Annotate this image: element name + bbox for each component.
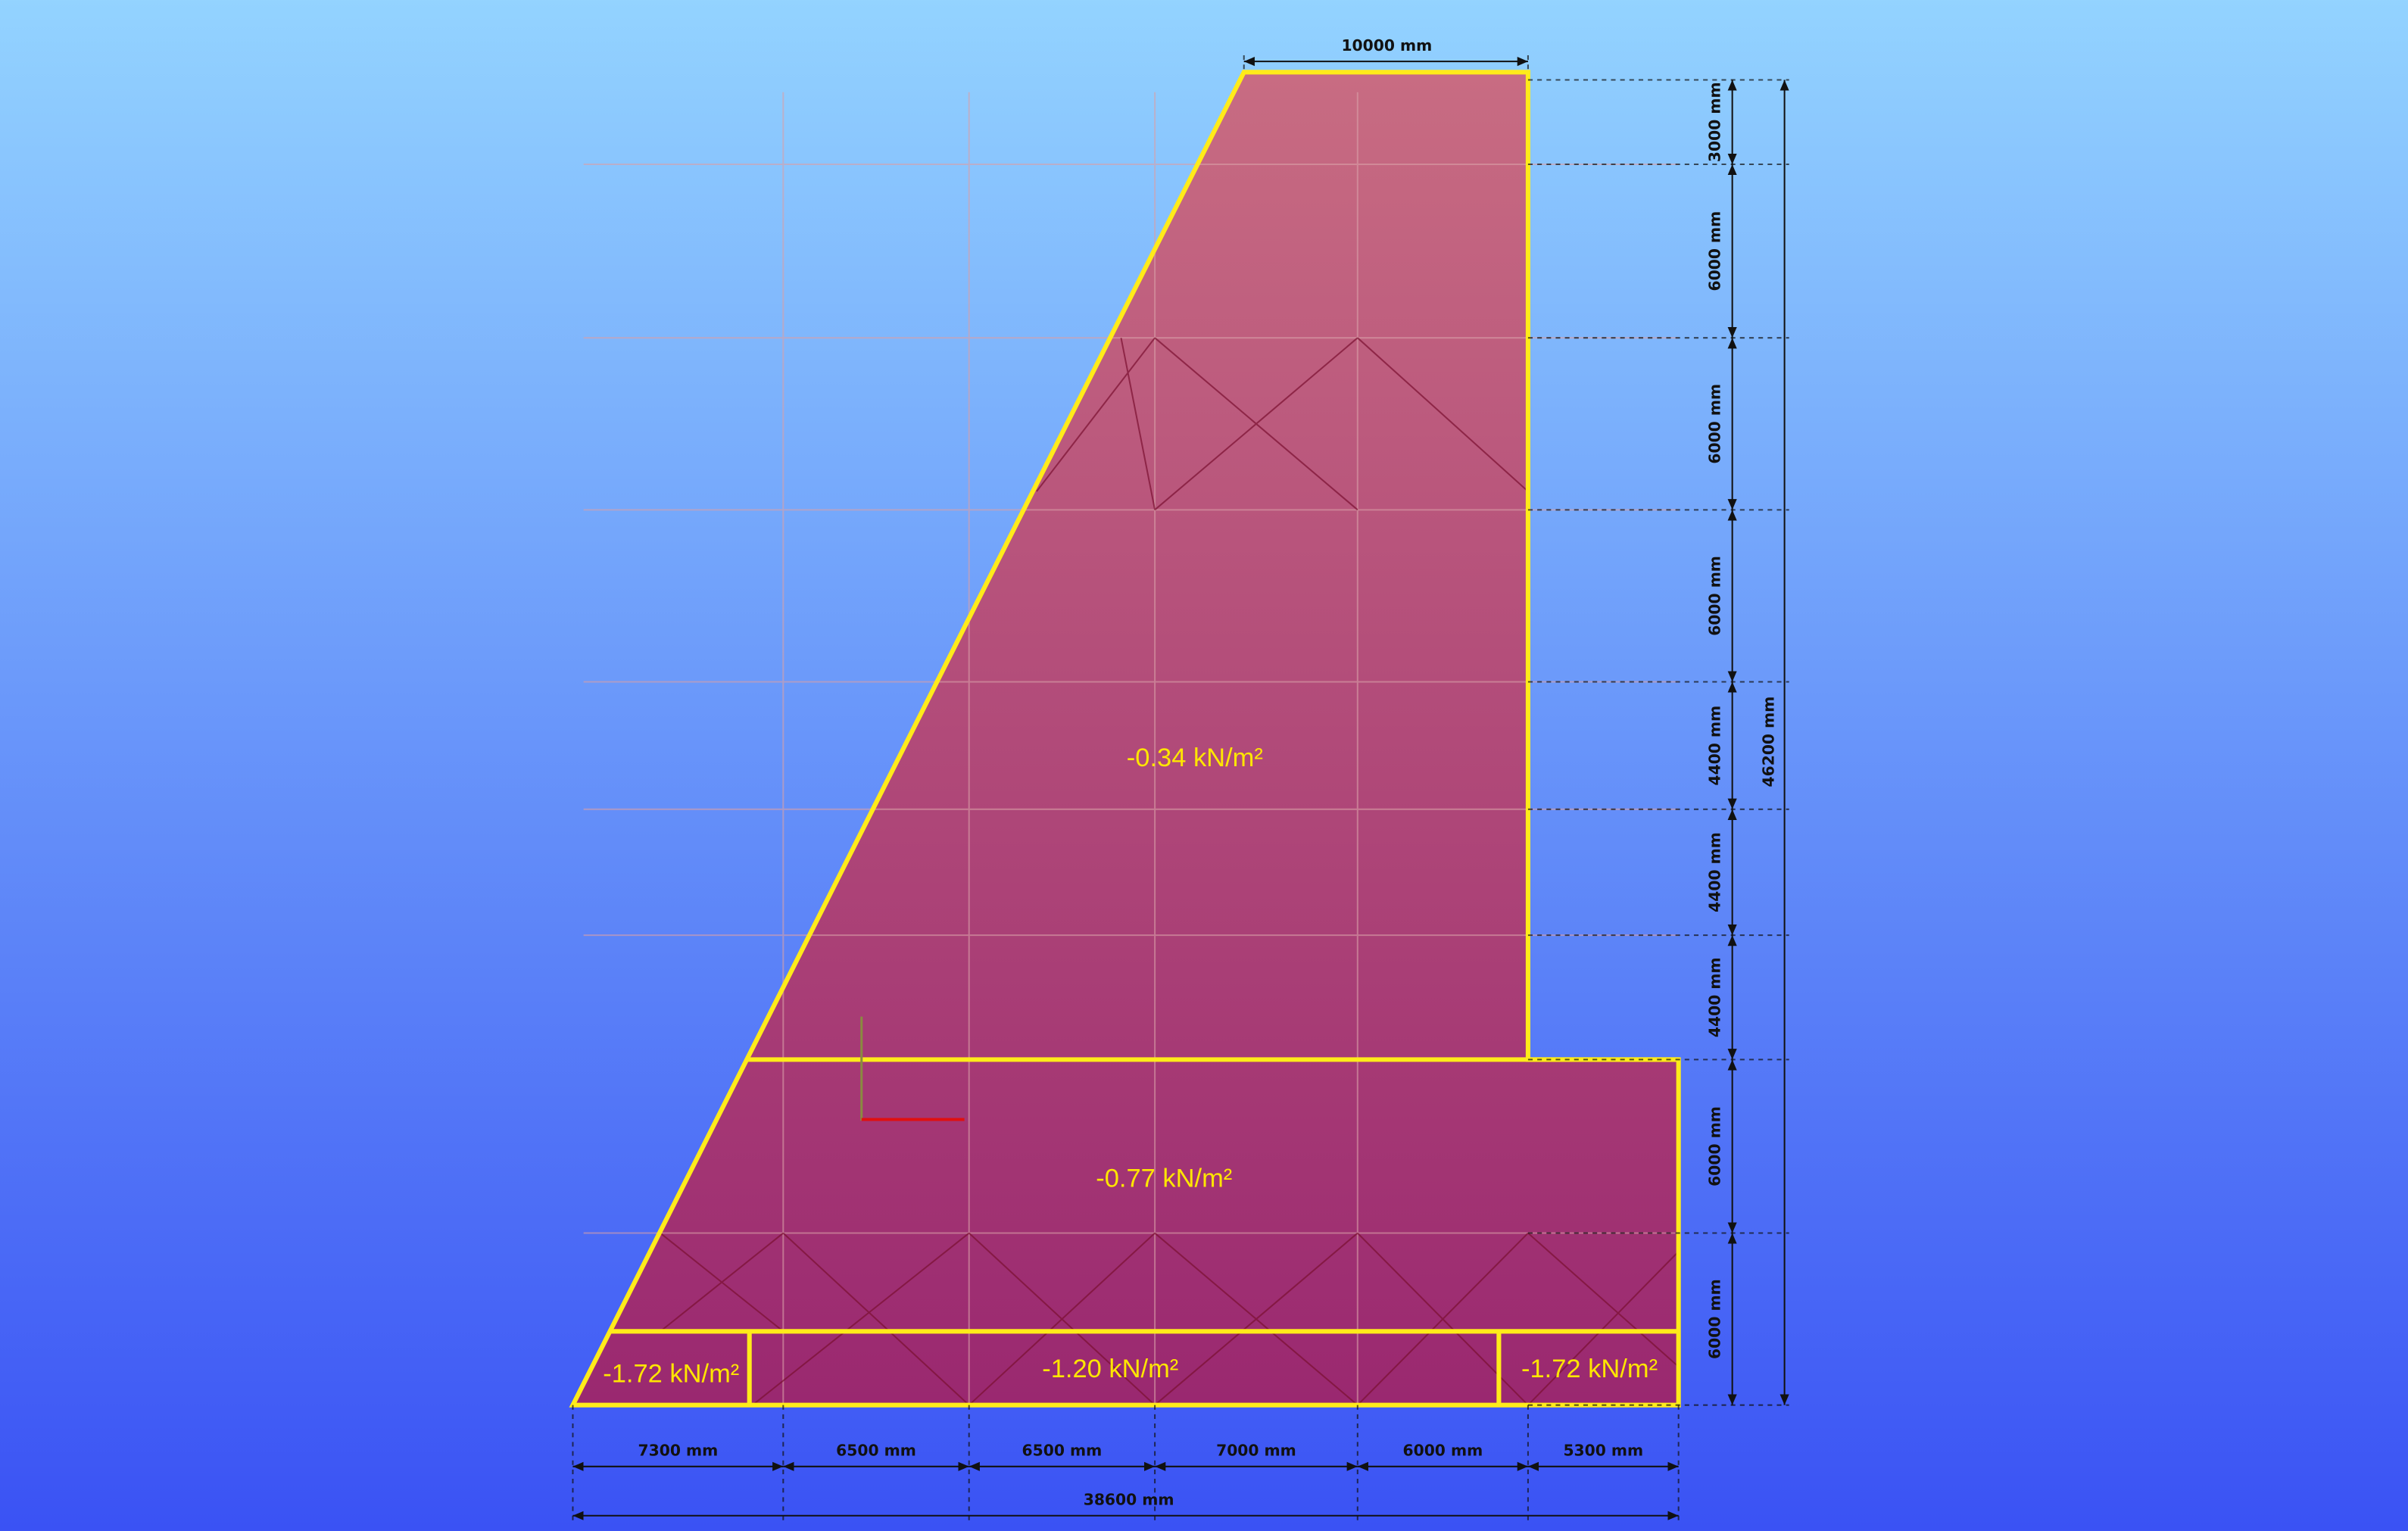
dimension-label: 6500 mm xyxy=(1022,1442,1103,1460)
load-label: -0.77 kN/m² xyxy=(1096,1165,1232,1193)
dimension-label: 6000 mm xyxy=(1705,1279,1723,1359)
dimension-label: 4400 mm xyxy=(1705,957,1723,1037)
load-label: -0.34 kN/m² xyxy=(1127,744,1263,772)
load-label: -1.72 kN/m² xyxy=(1521,1355,1658,1383)
dimension-label: 6000 mm xyxy=(1705,384,1723,464)
bracing xyxy=(660,337,1680,1406)
dimensions xyxy=(572,55,1789,1523)
load-label: -1.72 kN/m² xyxy=(603,1359,739,1388)
dimension-label: 4400 mm xyxy=(1705,706,1723,786)
dimension-label: 7300 mm xyxy=(638,1442,719,1460)
dimension-label: 6000 mm xyxy=(1403,1442,1483,1460)
dimension-label: 6000 mm xyxy=(1705,556,1723,636)
dimension-label: 6000 mm xyxy=(1705,1106,1723,1186)
dimension-label: 3000 mm xyxy=(1705,82,1723,162)
dimension-label: 38600 mm xyxy=(1084,1491,1174,1509)
dimension-label: 7000 mm xyxy=(1216,1442,1296,1460)
wall-surface xyxy=(572,72,1679,1405)
dimension-label: 6000 mm xyxy=(1705,211,1723,292)
dimension-label: 10000 mm xyxy=(1341,36,1432,55)
load-label: -1.20 kN/m² xyxy=(1042,1355,1178,1383)
dimension-label: 6500 mm xyxy=(836,1442,916,1460)
dimension-label: 46200 mm xyxy=(1759,697,1777,787)
grid xyxy=(583,92,1679,1405)
dimension-label: 4400 mm xyxy=(1705,832,1723,912)
dimension-label: 5300 mm xyxy=(1563,1442,1643,1460)
